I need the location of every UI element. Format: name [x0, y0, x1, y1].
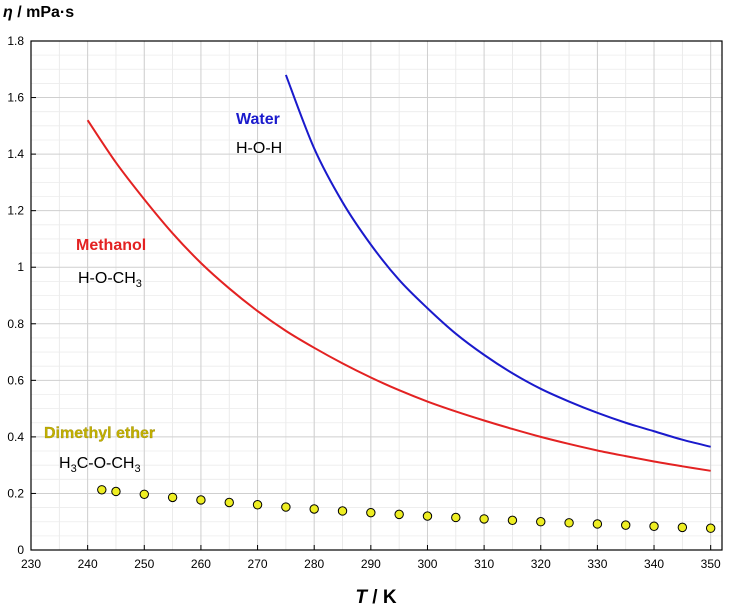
- dme-formula-part-1: H: [59, 455, 71, 472]
- dimethyl-ether-point: [97, 485, 107, 495]
- dme-formula-part-2: C-O-CH: [77, 455, 135, 472]
- water-formula: H-O-H: [236, 140, 282, 157]
- methanol-label: Methanol: [76, 237, 146, 254]
- dimethyl-ether-point: [366, 507, 376, 518]
- dimethyl-ether-point: [677, 522, 688, 533]
- methanol-formula-main: H-O-CH: [78, 270, 136, 287]
- x-axis-symbol: T: [355, 587, 368, 608]
- dimethyl-ether-label: Dimethyl ether: [44, 425, 155, 442]
- dimethyl-ether-point: [196, 495, 206, 505]
- dimethyl-ether-point: [479, 514, 489, 524]
- x-tick-label: 280: [304, 557, 324, 571]
- x-tick-label: 250: [134, 557, 154, 571]
- x-tick-label: 260: [191, 557, 211, 571]
- plot-frame: [30, 40, 723, 551]
- dimethyl-ether-point: [394, 509, 404, 520]
- y-axis-unit: / mPa·s: [13, 4, 74, 21]
- dimethyl-ether-point: [167, 492, 178, 503]
- dimethyl-ether-formula: H3C-O-CH3: [59, 455, 141, 475]
- methanol-formula-sub: 3: [136, 278, 142, 290]
- dimethyl-ether-point: [507, 515, 518, 526]
- x-tick-label: 290: [361, 557, 381, 571]
- dimethyl-ether-point: [111, 486, 121, 497]
- dimethyl-ether-point: [564, 518, 574, 528]
- y-tick-label: 1.6: [7, 91, 24, 105]
- x-axis-unit: / K: [367, 587, 397, 608]
- y-tick-label: 0.6: [7, 373, 24, 387]
- water-line: [284, 74, 711, 448]
- gridlines: [30, 40, 722, 551]
- x-tick-label: 300: [417, 557, 437, 571]
- y-axis-ticks: 0 0.2 0.4 0.6 0.8 1 1.2 1.4 1.6 1.8: [7, 34, 36, 557]
- dimethyl-ether-point: [281, 502, 291, 512]
- y-tick-label: 0: [17, 543, 24, 557]
- series: [86, 74, 716, 533]
- dimethyl-ether-point: [536, 517, 546, 527]
- x-tick-label: 350: [701, 557, 721, 571]
- x-axis-title: T / K: [355, 587, 396, 608]
- x-tick-label: 270: [248, 557, 268, 571]
- dme-formula-sub-2: 3: [134, 463, 140, 475]
- methanol-formula: H-O-CH3: [78, 270, 142, 290]
- y-tick-label: 1.4: [7, 147, 24, 161]
- x-axis-ticks: 230 240 250 260 270 280 290 300 310 320 330 340 350: [21, 545, 721, 571]
- methanol-line: [86, 119, 711, 472]
- dimethyl-ether-point: [139, 489, 149, 499]
- x-tick-label: 310: [474, 557, 494, 571]
- dimethyl-ether-point: [705, 523, 716, 533]
- dimethyl-ether-point: [649, 521, 659, 531]
- dimethyl-ether-point: [621, 520, 631, 530]
- dimethyl-ether-point: [592, 519, 603, 529]
- dimethyl-ether-point: [252, 500, 263, 510]
- x-tick-label: 230: [21, 557, 41, 571]
- water-label: Water: [236, 111, 280, 128]
- x-tick-label: 330: [587, 557, 607, 571]
- y-axis-symbol: η: [3, 4, 13, 21]
- y-tick-label: 1: [17, 260, 24, 274]
- dimethyl-ether-point: [422, 511, 433, 521]
- y-tick-label: 0.2: [7, 486, 24, 500]
- dimethyl-ether-point: [337, 506, 348, 516]
- y-tick-label: 1.2: [7, 204, 24, 218]
- dimethyl-ether-point: [309, 504, 319, 514]
- dimethyl-ether-point: [451, 512, 461, 523]
- x-tick-label: 320: [531, 557, 551, 571]
- y-tick-label: 1.8: [7, 34, 24, 48]
- dimethyl-ether-point: [224, 497, 234, 508]
- y-tick-label: 0.8: [7, 317, 24, 331]
- x-tick-label: 240: [78, 557, 98, 571]
- y-tick-label: 0.4: [7, 430, 24, 444]
- y-axis-title: η / mPa·s: [3, 4, 74, 21]
- x-tick-label: 340: [644, 557, 664, 571]
- dme-formula-sub-1: 3: [71, 463, 77, 475]
